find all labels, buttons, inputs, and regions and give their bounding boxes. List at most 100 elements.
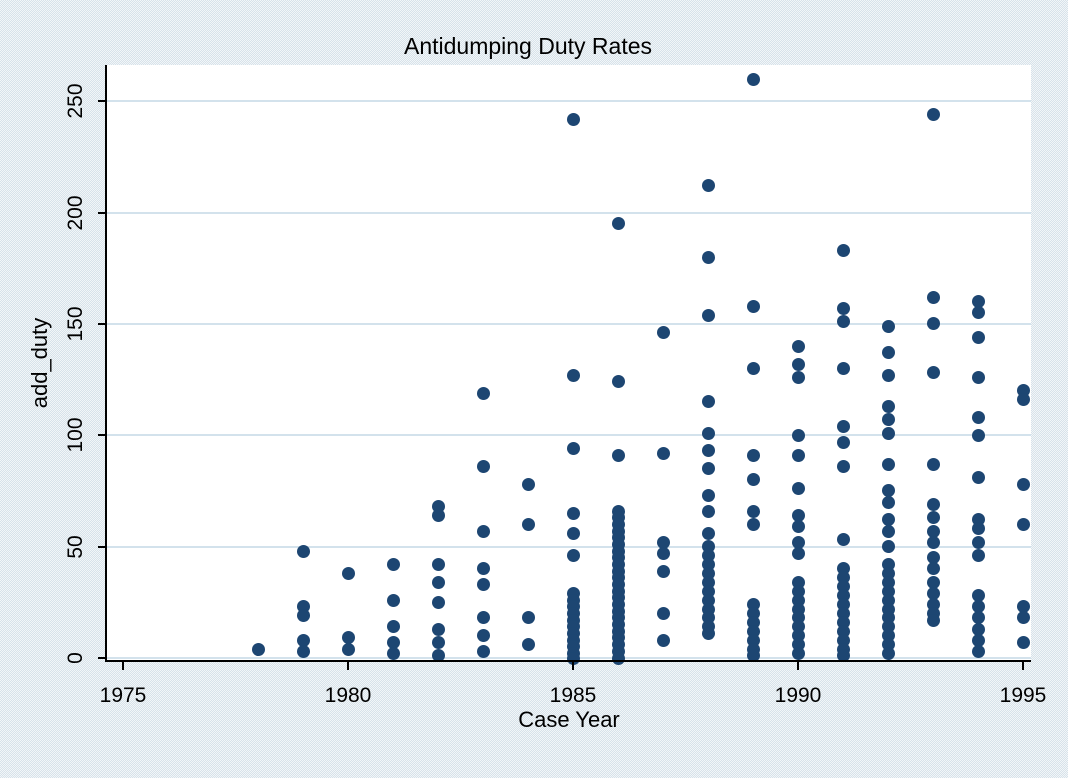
data-point [701,395,715,409]
y-tick-label-150: 150 [64,306,87,342]
data-point [476,524,490,538]
x-tickmark-1985 [572,661,574,670]
data-point [476,611,490,625]
data-point [1016,393,1030,407]
data-point [971,633,985,647]
data-point [566,442,580,456]
data-point [836,243,850,257]
data-point [836,649,850,663]
data-point [746,72,760,86]
data-point [971,535,985,549]
x-tick-label-1980: 1980 [324,684,372,707]
data-point [521,638,535,652]
y-tick-label-0: 0 [64,652,87,664]
data-point [656,446,670,460]
data-point [251,642,265,656]
data-point [926,586,940,600]
data-point [791,508,805,522]
data-point [926,290,940,304]
data-point [296,644,310,658]
data-point [881,457,895,471]
data-point [656,633,670,647]
data-point [926,551,940,565]
x-tickmark-1980 [347,661,349,670]
y-tickmark-0 [98,657,106,659]
data-point [746,649,760,663]
data-point [341,642,355,656]
data-point [701,504,715,518]
data-point [836,435,850,449]
data-point [521,517,535,531]
x-tickmark-1995 [1022,661,1024,670]
data-point [521,611,535,625]
data-point [431,575,445,589]
y-tick-label-100: 100 [64,417,87,453]
data-point [566,549,580,563]
y-tick-label-250: 250 [64,83,87,119]
x-tick-label-1995: 1995 [999,684,1047,707]
data-point [971,600,985,614]
data-point [791,520,805,534]
data-point [836,533,850,547]
data-point [926,535,940,549]
data-point [971,549,985,563]
data-point [836,419,850,433]
data-point [971,306,985,320]
data-point [881,540,895,554]
data-point [926,575,940,589]
data-point [1016,477,1030,491]
y-tickmark-150 [98,322,106,325]
x-tick-label-1975: 1975 [99,684,147,707]
data-point [926,497,940,511]
data-point [386,593,400,607]
data-point [701,526,715,540]
data-point [971,644,985,658]
data-point [476,562,490,576]
data-point [926,317,940,331]
data-point [746,473,760,487]
data-point [791,535,805,549]
data-point [881,399,895,413]
data-point [791,546,805,560]
data-point [296,633,310,647]
gridline-y-200 [107,211,1031,214]
data-point [791,357,805,371]
x-tickmark-1990 [797,661,799,670]
y-tick-label-200: 200 [64,195,87,231]
data-point [701,308,715,322]
data-point [836,362,850,376]
x-tick-label-1990: 1990 [774,684,822,707]
data-point [656,606,670,620]
data-point [881,524,895,538]
data-point [701,179,715,193]
data-point [656,326,670,340]
data-point [656,535,670,549]
data-point [701,250,715,264]
data-point [971,522,985,536]
y-tick-label-50: 50 [64,534,87,559]
data-point [566,526,580,540]
data-point [881,346,895,360]
data-point [746,448,760,462]
gridline-y-250 [107,100,1031,103]
data-point [431,595,445,609]
data-point [431,622,445,636]
data-point [791,448,805,462]
data-point [746,504,760,518]
data-point [611,375,625,389]
y-tickmark-250 [98,100,106,103]
data-point [611,651,625,665]
data-point [476,629,490,643]
data-point [791,339,805,353]
data-point [926,562,940,576]
data-point [386,647,400,661]
data-point [881,319,895,333]
data-point [701,462,715,476]
data-point [791,482,805,496]
data-point [431,649,445,663]
y-axis-title: add_duty [27,317,52,409]
data-point [611,448,625,462]
data-point [296,544,310,558]
x-tick-label-1985: 1985 [549,684,597,707]
